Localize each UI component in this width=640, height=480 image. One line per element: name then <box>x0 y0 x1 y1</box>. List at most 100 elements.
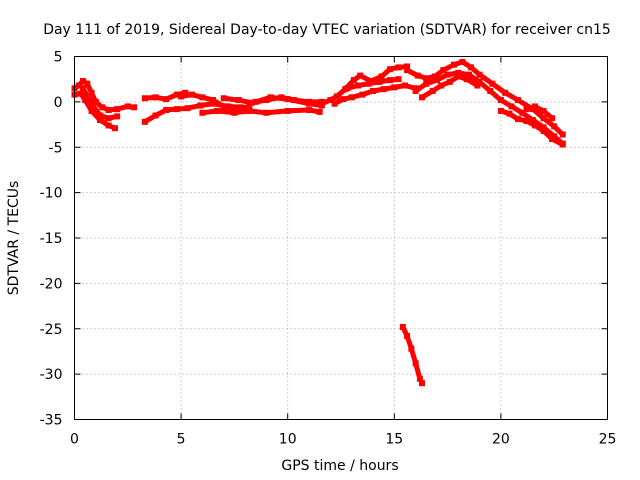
series-track-g <box>199 107 323 116</box>
data-point <box>365 80 372 87</box>
data-point <box>263 109 270 116</box>
chart-title: Day 111 of 2019, Sidereal Day-to-day VTE… <box>43 22 611 38</box>
data-point <box>88 107 95 114</box>
data-point <box>114 113 121 120</box>
data-point <box>92 98 99 105</box>
data-point <box>450 61 457 68</box>
y-tick-label: 5 <box>54 50 63 66</box>
data-point <box>414 72 421 79</box>
data-point <box>141 95 148 102</box>
data-point <box>468 64 475 71</box>
data-point <box>529 117 536 124</box>
data-point <box>131 104 138 111</box>
data-point <box>540 124 547 131</box>
data-point <box>141 118 148 125</box>
data-point <box>163 96 170 103</box>
data-point <box>231 109 238 116</box>
data-point <box>404 333 411 340</box>
data-point <box>438 82 445 89</box>
data-point <box>559 141 566 148</box>
x-tick-label: 5 <box>177 432 186 448</box>
data-point <box>340 96 347 103</box>
data-point <box>105 122 112 129</box>
data-point <box>80 78 87 85</box>
data-point <box>235 97 242 104</box>
data-point <box>387 77 394 84</box>
series-track-k <box>331 82 419 107</box>
data-point <box>97 112 104 119</box>
data-point <box>408 345 415 352</box>
data-point <box>284 96 291 103</box>
data-point <box>182 89 189 96</box>
data-point <box>252 98 259 105</box>
data-point <box>333 93 340 100</box>
y-tick-label: -15 <box>40 231 63 247</box>
data-point <box>549 136 556 143</box>
data-point <box>476 71 483 78</box>
data-point <box>378 73 385 80</box>
data-point <box>355 82 362 89</box>
series-track-m <box>404 58 566 138</box>
series-track-q <box>523 103 556 122</box>
axis-ticks: 0 5 10 15 20 25 5 0 -5 -10 -15 -20 -25 -30 -35 <box>40 50 617 448</box>
x-tick-label: 0 <box>70 432 79 448</box>
data-point <box>431 73 438 80</box>
data-point <box>152 94 159 101</box>
data-point <box>246 104 253 111</box>
data-point <box>376 78 383 85</box>
data-point <box>419 380 426 387</box>
data-point <box>369 87 376 94</box>
data-point <box>487 87 494 94</box>
data-point <box>88 89 95 96</box>
data-point <box>463 76 470 83</box>
data-point <box>267 94 274 101</box>
data-point <box>357 72 364 79</box>
data-point <box>391 84 398 91</box>
data-point <box>523 117 530 124</box>
data-point <box>199 94 206 101</box>
data-point <box>412 360 419 367</box>
data-point <box>197 102 204 109</box>
data-point <box>105 107 112 114</box>
x-axis-label: GPS time / hours <box>281 458 398 474</box>
data-point <box>401 82 408 89</box>
data-point <box>97 117 104 124</box>
series-track-p <box>497 107 566 148</box>
data-point <box>433 77 440 84</box>
data-point <box>497 97 504 104</box>
data-point <box>465 71 472 78</box>
data-point <box>514 97 521 104</box>
data-point <box>163 107 170 114</box>
data-point <box>112 125 119 132</box>
data-point <box>210 100 217 107</box>
data-point <box>331 100 338 107</box>
data-point <box>306 100 313 107</box>
data-point <box>124 103 131 110</box>
data-point <box>532 122 539 129</box>
data-point <box>399 323 406 330</box>
data-point <box>344 85 351 92</box>
series-group <box>71 58 566 387</box>
data-point <box>404 67 411 74</box>
data-point <box>75 82 82 89</box>
data-point <box>387 66 394 73</box>
data-point <box>77 90 84 97</box>
data-point <box>497 107 504 114</box>
data-point <box>380 86 387 93</box>
data-point <box>523 106 530 113</box>
data-point <box>416 375 423 382</box>
data-point <box>231 105 238 112</box>
data-point <box>514 116 521 123</box>
data-point <box>532 103 539 110</box>
data-point <box>237 104 244 111</box>
data-point <box>559 131 566 138</box>
x-tick-label: 25 <box>599 432 617 448</box>
x-tick-label: 10 <box>279 432 297 448</box>
data-point <box>404 63 411 70</box>
data-point <box>178 93 185 100</box>
data-point <box>210 97 217 104</box>
data-point <box>284 107 291 114</box>
data-point <box>508 103 515 110</box>
data-point <box>506 110 513 117</box>
